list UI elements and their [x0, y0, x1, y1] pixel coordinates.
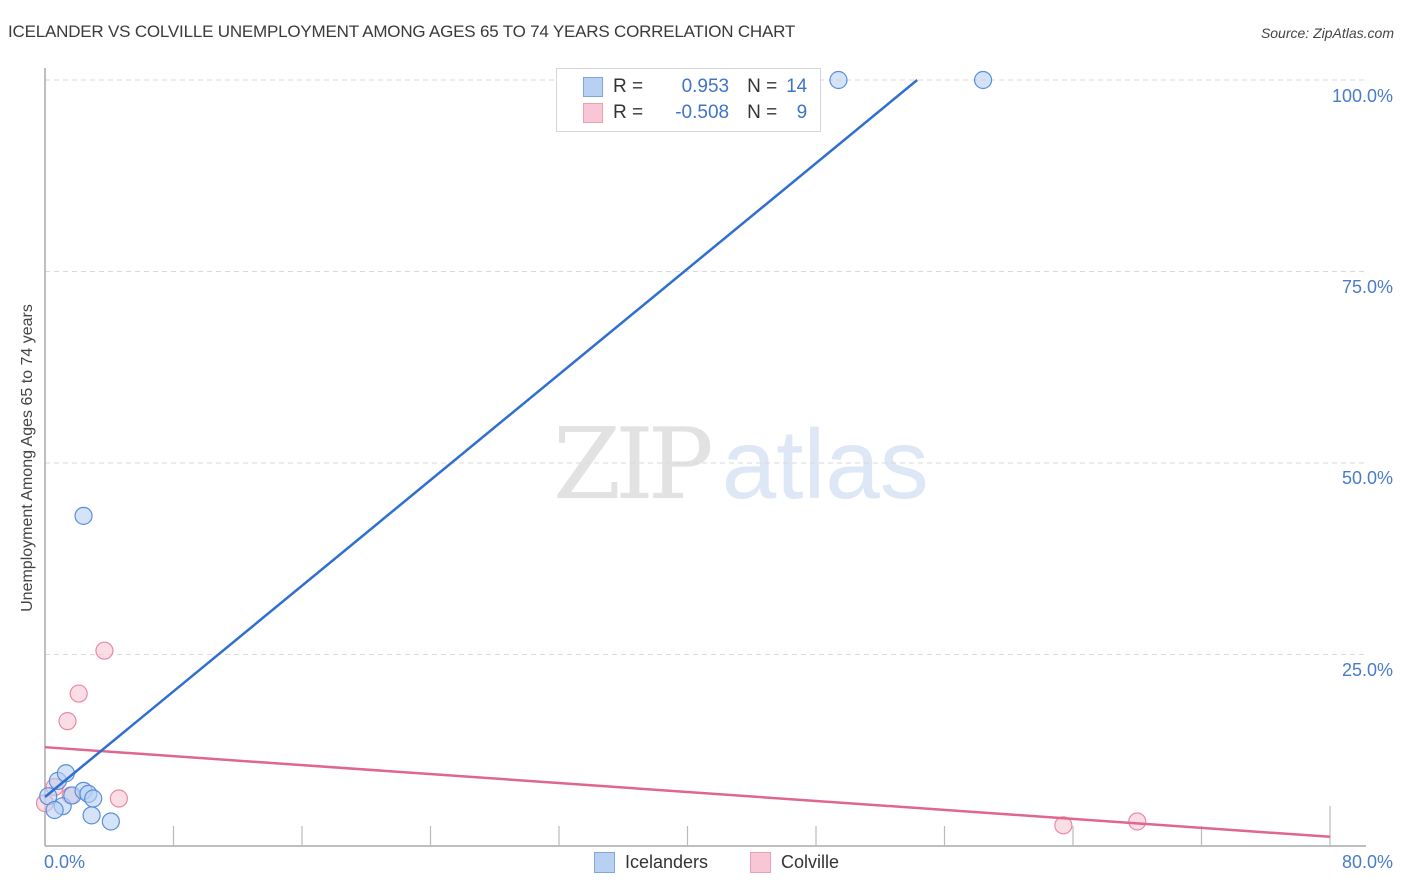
- data-point[interactable]: [1128, 812, 1147, 831]
- source-credit: Source: ZipAtlas.com: [1260, 25, 1394, 41]
- colville-trendline: [44, 745, 1331, 839]
- data-point[interactable]: [973, 70, 993, 90]
- axis-frame: [44, 68, 1366, 847]
- colville-points: [35, 641, 1147, 835]
- n-label: N =: [747, 76, 778, 97]
- legend-item-icelanders[interactable]: Icelanders: [594, 852, 708, 873]
- r-label: R =: [613, 102, 644, 123]
- watermark-zip: ZIP: [553, 408, 714, 522]
- n-value: 14: [786, 76, 808, 97]
- chart-title: ICELANDER VS COLVILLE UNEMPLOYMENT AMONG…: [8, 22, 796, 41]
- data-point[interactable]: [1054, 816, 1073, 835]
- legend-row-icelanders: R = 0.953 N = 14: [583, 75, 807, 99]
- data-point[interactable]: [45, 800, 64, 820]
- y-tick-75: 75.0%: [1341, 277, 1393, 297]
- x-tick-0: 0.0%: [44, 852, 86, 872]
- blue-swatch-icon: [583, 77, 603, 97]
- data-point[interactable]: [101, 812, 120, 831]
- pink-swatch-icon: [750, 852, 771, 873]
- data-point[interactable]: [74, 506, 93, 525]
- legend-row-colville: R = -0.508 N = 9: [583, 101, 807, 125]
- data-point[interactable]: [84, 789, 103, 808]
- data-point[interactable]: [109, 789, 128, 808]
- r-label: R =: [613, 76, 644, 97]
- legend-item-colville[interactable]: Colville: [750, 852, 839, 873]
- trendlines: [44, 79, 1331, 839]
- n-value: 9: [796, 102, 808, 123]
- data-point[interactable]: [829, 70, 848, 90]
- x-tick-80: 80.0%: [1341, 852, 1393, 872]
- n-label: N =: [747, 102, 778, 123]
- watermark-atlas: atlas: [721, 409, 929, 519]
- r-value: 0.953: [681, 76, 730, 97]
- legend-label-icelanders: Icelanders: [625, 852, 709, 872]
- pink-swatch-icon: [583, 103, 603, 123]
- icelanders-points: [39, 70, 993, 831]
- data-point[interactable]: [95, 641, 114, 660]
- y-tick-25: 25.0%: [1341, 660, 1393, 680]
- legend-label-colville: Colville: [781, 852, 840, 872]
- icelanders-trendline: [44, 79, 918, 798]
- r-value: -0.508: [675, 102, 730, 123]
- data-point[interactable]: [58, 712, 77, 731]
- y-axis-label: Unemployment Among Ages 65 to 74 years: [19, 304, 36, 612]
- blue-swatch-icon: [594, 852, 615, 873]
- y-tick-100: 100.0%: [1331, 86, 1393, 106]
- data-point[interactable]: [82, 806, 101, 825]
- data-point[interactable]: [69, 684, 88, 703]
- y-tick-50: 50.0%: [1341, 468, 1393, 488]
- gridlines: [45, 79, 1366, 655]
- correlation-legend: R = 0.953 N = 14 R = -0.508 N = 9: [556, 68, 821, 132]
- zipatlas-watermark: ZIP atlas: [553, 408, 929, 522]
